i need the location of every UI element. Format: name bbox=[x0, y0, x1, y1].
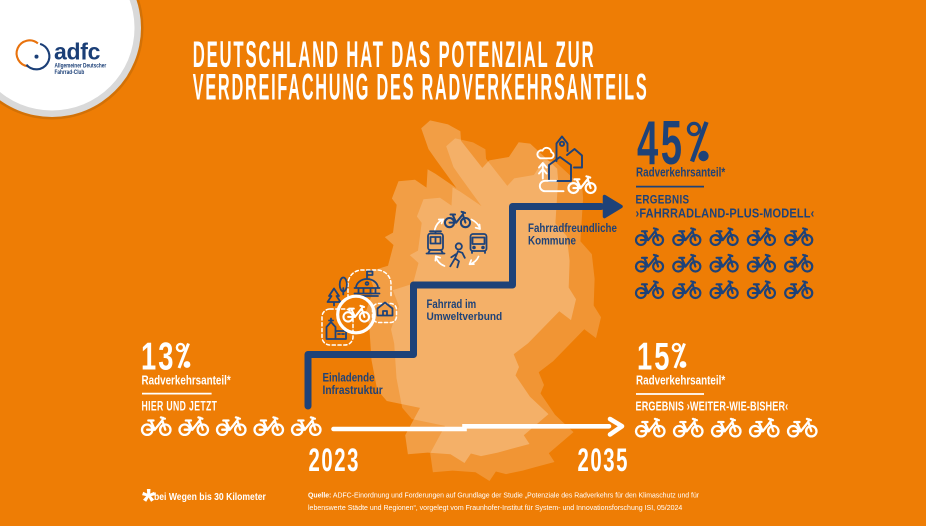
svg-text:2023: 2023 bbox=[309, 442, 361, 478]
svg-text:ERGEBNIS: ERGEBNIS bbox=[636, 194, 690, 207]
svg-text:DEUTSCHLAND HAT DAS POTENZIAL: DEUTSCHLAND HAT DAS POTENZIAL ZUR bbox=[193, 35, 596, 76]
svg-text:15: 15 bbox=[637, 336, 672, 379]
svg-text:Radverkehrsanteil*: Radverkehrsanteil* bbox=[142, 374, 232, 387]
svg-text:Umweltverbund: Umweltverbund bbox=[427, 310, 503, 323]
svg-text:HIER UND JETZT: HIER UND JETZT bbox=[142, 398, 218, 414]
svg-text:Fahrrad-Club: Fahrrad-Club bbox=[55, 69, 85, 76]
svg-text:Fahrradfreundliche: Fahrradfreundliche bbox=[528, 222, 617, 235]
svg-text:Fahrrad im: Fahrrad im bbox=[427, 298, 477, 311]
svg-text:Allgemeiner Deutscher: Allgemeiner Deutscher bbox=[55, 63, 107, 70]
svg-text:13: 13 bbox=[141, 336, 176, 379]
svg-text:Kommune: Kommune bbox=[528, 235, 576, 248]
svg-text:VERDREIFACHUNG DES RADVERKEHRS: VERDREIFACHUNG DES RADVERKEHRSANTEILS bbox=[193, 67, 649, 108]
svg-text:ERGEBNIS ›WEITER-WIE-BISHER‹: ERGEBNIS ›WEITER-WIE-BISHER‹ bbox=[636, 400, 789, 414]
svg-text:adfc: adfc bbox=[54, 39, 101, 65]
svg-text:bei Wegen bis 30 Kilometer: bei Wegen bis 30 Kilometer bbox=[154, 492, 266, 503]
svg-text:Einladende: Einladende bbox=[323, 372, 375, 385]
svg-text:Infrastruktur: Infrastruktur bbox=[323, 385, 384, 398]
svg-text:2035: 2035 bbox=[578, 442, 630, 478]
svg-text:Radverkehrsanteil*: Radverkehrsanteil* bbox=[636, 167, 726, 180]
svg-text:Quelle: ADFC-Einordnung und Fo: Quelle: ADFC-Einordnung und Forderungen … bbox=[308, 493, 700, 500]
svg-text:lebenswerte Städte und Regione: lebenswerte Städte und Regionen“, vorgel… bbox=[308, 505, 682, 512]
svg-text:›FAHRRADLAND-PLUS-MODELL‹: ›FAHRRADLAND-PLUS-MODELL‹ bbox=[636, 206, 815, 221]
svg-text:45: 45 bbox=[637, 107, 684, 177]
svg-text:*: * bbox=[142, 483, 156, 521]
svg-text:Radverkehrsanteil*: Radverkehrsanteil* bbox=[636, 374, 726, 387]
